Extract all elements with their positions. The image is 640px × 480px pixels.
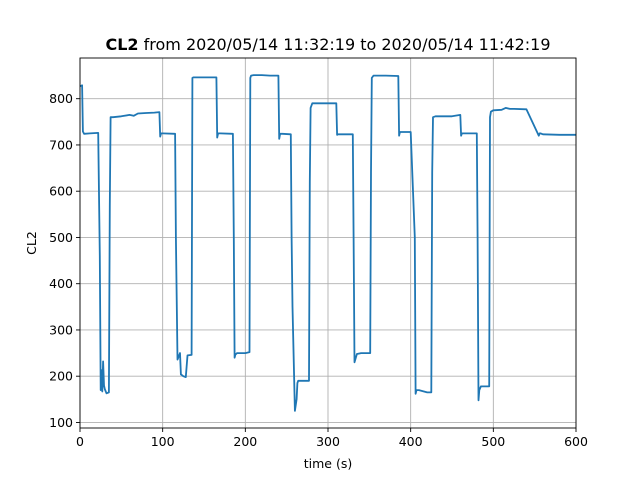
y-tick-label: 300 [49,322,73,337]
y-tick-label: 400 [49,276,73,291]
x-tick-label: 600 [564,434,588,449]
x-tick-label: 300 [316,434,340,449]
y-tick-label: 700 [49,137,73,152]
y-tick-label: 800 [49,91,73,106]
x-tick-label: 200 [233,434,257,449]
x-tick-label: 400 [399,434,423,449]
y-tick-label: 600 [49,184,73,199]
x-axis: 0 100 200 300 400 500 600 [76,428,588,449]
y-tick-label: 500 [49,230,73,245]
chart-title: CL2 from 2020/05/14 11:32:19 to 2020/05/… [105,35,550,54]
x-tick-label: 0 [76,434,84,449]
y-tick-label: 200 [49,369,73,384]
x-tick-label: 100 [151,434,175,449]
y-axis-label: CL2 [24,231,39,255]
y-tick-label: 100 [49,415,73,430]
x-tick-label: 500 [481,434,505,449]
x-axis-label: time (s) [304,456,352,471]
chart-title-bold: CL2 [105,35,138,54]
y-axis: 100 200 300 400 500 600 700 800 [49,91,80,430]
series-layer [79,74,576,412]
series-line [79,74,576,412]
chart-title-rest: from 2020/05/14 11:32:19 to 2020/05/14 1… [139,35,551,54]
